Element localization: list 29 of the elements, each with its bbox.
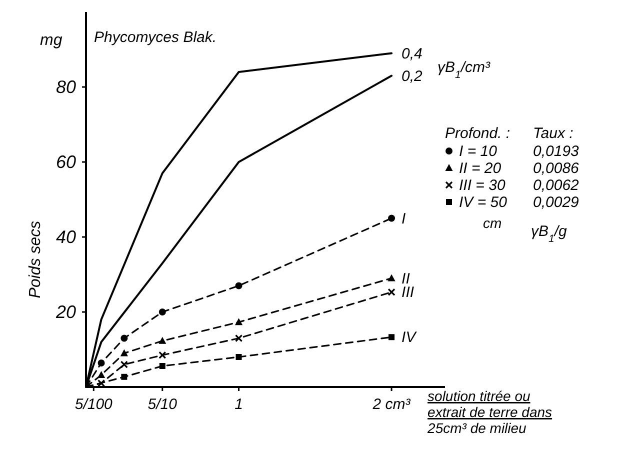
text: cm	[483, 215, 502, 231]
x-axis-title: solution titrée ou extrait de terre dans 25cm³ de milieu	[426, 388, 552, 436]
series-label: IV	[402, 329, 418, 346]
text: 0,0062	[533, 177, 580, 194]
y-axis-title: Poids secs	[27, 220, 44, 298]
annotation: γB$_{1}$/cm³	[438, 58, 492, 81]
text: γB$_{1}$/g	[531, 223, 568, 245]
series-label: 0,2	[402, 68, 424, 85]
y-tick-label: 20	[54, 302, 76, 322]
text: 0,0029	[533, 194, 580, 211]
text: IV = 50	[459, 194, 508, 211]
text: Profond. :	[445, 125, 510, 142]
x-tick-label: 5/10	[148, 396, 178, 413]
y-tick-label: 80	[56, 77, 76, 97]
x-tick-label: 2 cm³	[372, 396, 412, 413]
text: II = 20	[459, 160, 502, 177]
text: III = 30	[459, 177, 506, 194]
text: 0,0193	[533, 143, 580, 160]
x-tick-label: 5/100	[74, 396, 114, 413]
text: 0,0086	[533, 160, 580, 177]
text: I = 10	[459, 143, 498, 160]
text: mg	[40, 32, 62, 49]
text: Taux :	[533, 125, 574, 142]
series-label: 0,4	[402, 45, 422, 62]
y-tick-label: 40	[56, 227, 76, 247]
y-tick-label: 60	[56, 152, 76, 172]
text: Phycomyces Blak.	[94, 29, 217, 46]
x-tick-label: 1	[234, 396, 243, 413]
series-label: I	[402, 210, 406, 228]
